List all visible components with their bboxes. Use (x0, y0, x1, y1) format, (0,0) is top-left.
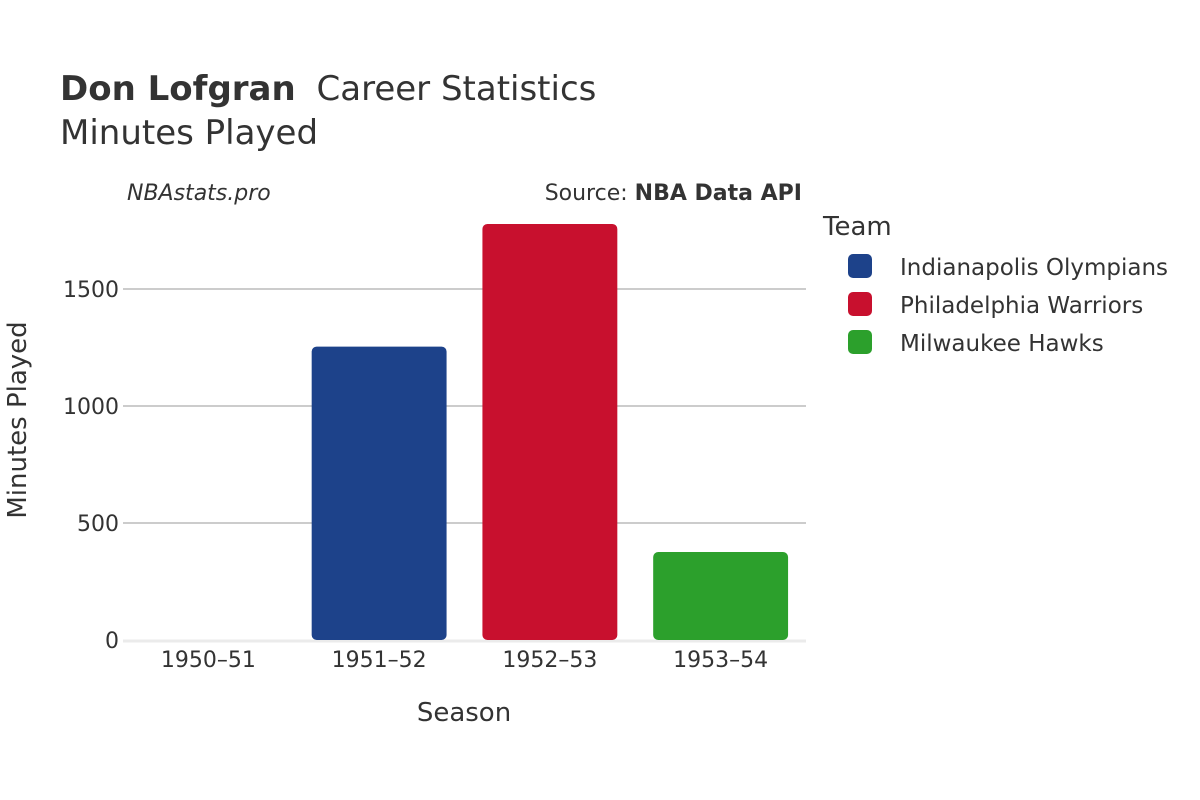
legend-swatch (848, 330, 872, 354)
y-tick-label: 1000 (63, 395, 119, 420)
legend-label: Indianapolis Olympians (900, 255, 1168, 281)
chart-title-suffix: Career Statistics (317, 69, 597, 109)
bars (311, 223, 789, 640)
source-prefix: Source: (545, 181, 635, 206)
x-tick-label: 1951–52 (332, 648, 427, 673)
x-tick-label: 1950–51 (161, 648, 256, 673)
y-tick-label: 500 (77, 512, 119, 537)
legend-swatch (848, 254, 872, 278)
chart-title: Don Lofgran Career Statistics (60, 69, 596, 109)
legend: Team Indianapolis Olympians Philadelphia … (822, 212, 1168, 357)
source-name: NBA Data API (635, 181, 802, 206)
legend-label: Philadelphia Warriors (900, 293, 1143, 319)
chart-subtitle: Minutes Played (60, 113, 318, 153)
y-tick-labels: 0 500 1000 1500 (63, 278, 119, 654)
y-tick-label: 0 (105, 629, 119, 654)
gridlines (123, 288, 806, 643)
x-axis-title: Season (417, 698, 511, 728)
x-tick-labels: 1950–51 1951–52 1952–53 1953–54 (161, 648, 768, 673)
bar (311, 346, 447, 640)
legend-label: Milwaukee Hawks (900, 331, 1104, 357)
y-tick-label: 1500 (63, 278, 119, 303)
bar (482, 223, 618, 640)
bar (653, 552, 789, 640)
site-watermark: NBAstats.pro (127, 181, 271, 206)
chart-title-player: Don Lofgran (60, 69, 296, 109)
x-tick-label: 1952–53 (502, 648, 597, 673)
legend-title: Team (822, 212, 892, 242)
source-credit: Source: NBA Data API (545, 181, 802, 206)
y-axis-title: Minutes Played (3, 321, 33, 518)
legend-swatch (848, 292, 872, 316)
x-tick-label: 1953–54 (673, 648, 768, 673)
